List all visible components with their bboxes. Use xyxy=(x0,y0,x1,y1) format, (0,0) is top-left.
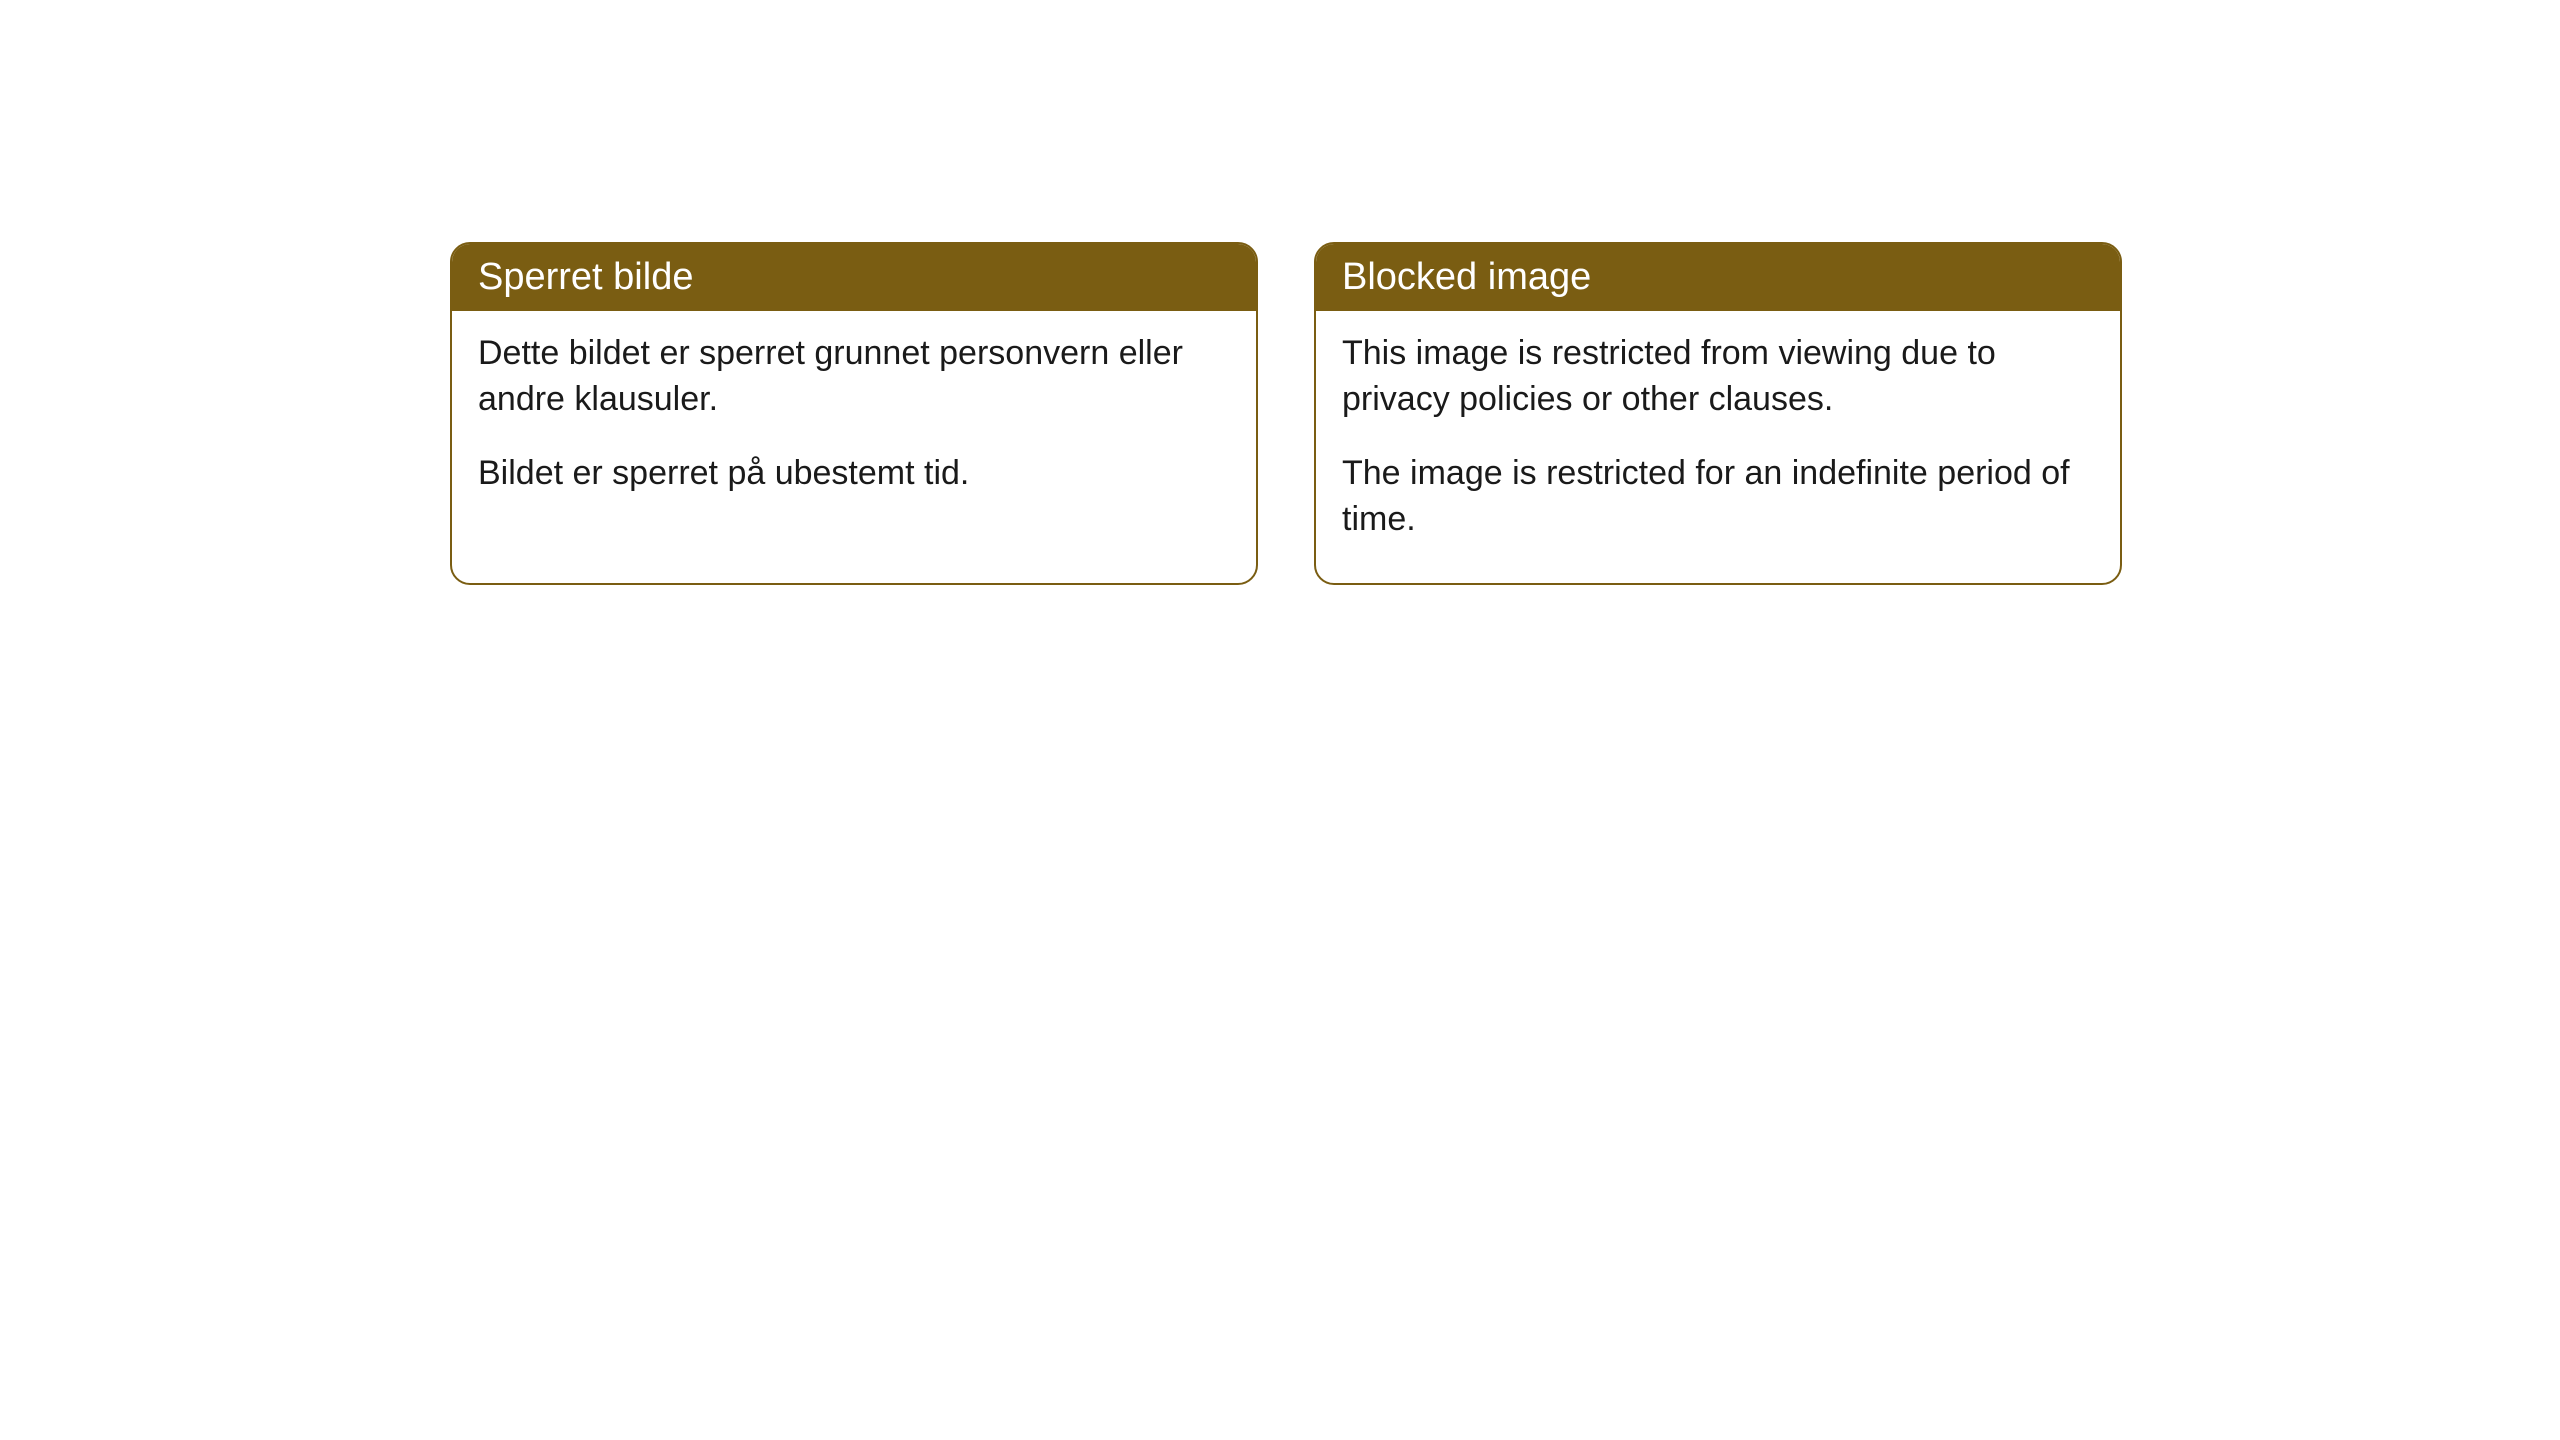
card-title: Blocked image xyxy=(1342,256,1591,298)
blocked-image-card-english: Blocked image This image is restricted f… xyxy=(1314,242,2122,585)
card-paragraph-1: Dette bildet er sperret grunnet personve… xyxy=(478,331,1230,423)
notice-cards-container: Sperret bilde Dette bildet er sperret gr… xyxy=(0,0,2560,585)
card-paragraph-1: This image is restricted from viewing du… xyxy=(1342,331,2094,423)
card-header: Blocked image xyxy=(1316,244,2120,311)
blocked-image-card-norwegian: Sperret bilde Dette bildet er sperret gr… xyxy=(450,242,1258,585)
card-header: Sperret bilde xyxy=(452,244,1256,311)
card-title: Sperret bilde xyxy=(478,256,693,298)
card-paragraph-2: The image is restricted for an indefinit… xyxy=(1342,451,2094,543)
card-body: Dette bildet er sperret grunnet personve… xyxy=(452,311,1256,537)
card-body: This image is restricted from viewing du… xyxy=(1316,311,2120,583)
card-paragraph-2: Bildet er sperret på ubestemt tid. xyxy=(478,451,1230,497)
